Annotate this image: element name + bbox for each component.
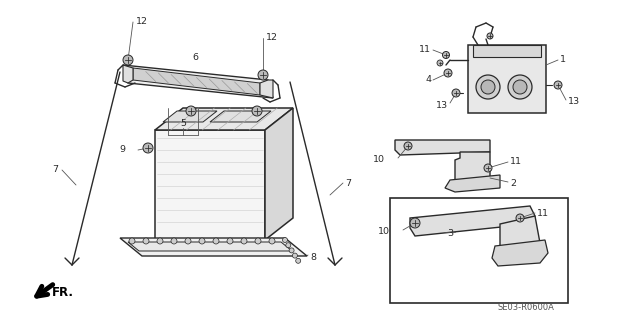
Circle shape bbox=[289, 248, 294, 253]
Circle shape bbox=[452, 89, 460, 97]
Circle shape bbox=[554, 81, 562, 89]
Circle shape bbox=[442, 51, 449, 58]
Polygon shape bbox=[473, 45, 541, 57]
Polygon shape bbox=[260, 80, 273, 98]
Text: 11: 11 bbox=[510, 157, 522, 166]
Circle shape bbox=[258, 70, 268, 80]
Polygon shape bbox=[155, 130, 265, 240]
Polygon shape bbox=[445, 175, 500, 192]
Text: 11: 11 bbox=[537, 209, 549, 218]
Text: 9: 9 bbox=[119, 145, 125, 154]
Circle shape bbox=[185, 238, 191, 244]
Circle shape bbox=[255, 238, 261, 244]
Text: 8: 8 bbox=[310, 253, 316, 262]
Polygon shape bbox=[123, 65, 273, 98]
Circle shape bbox=[444, 69, 452, 77]
Circle shape bbox=[292, 253, 298, 258]
Text: 12: 12 bbox=[136, 18, 148, 26]
Polygon shape bbox=[210, 111, 271, 122]
Text: 10: 10 bbox=[373, 155, 385, 165]
Circle shape bbox=[199, 238, 205, 244]
Circle shape bbox=[404, 142, 412, 150]
Text: 12: 12 bbox=[266, 33, 278, 42]
Polygon shape bbox=[265, 108, 293, 240]
Text: 5: 5 bbox=[180, 118, 186, 128]
Text: 13: 13 bbox=[568, 98, 580, 107]
Circle shape bbox=[143, 143, 153, 153]
Text: 1: 1 bbox=[560, 56, 566, 64]
Text: 2: 2 bbox=[510, 179, 516, 188]
Circle shape bbox=[171, 238, 177, 244]
Circle shape bbox=[476, 75, 500, 99]
Circle shape bbox=[410, 218, 420, 228]
Circle shape bbox=[252, 106, 262, 116]
Polygon shape bbox=[133, 68, 260, 95]
Text: 7: 7 bbox=[345, 179, 351, 188]
Polygon shape bbox=[163, 111, 217, 122]
Text: 10: 10 bbox=[378, 227, 390, 236]
Text: FR.: FR. bbox=[52, 286, 74, 299]
Text: 6: 6 bbox=[192, 53, 198, 62]
Polygon shape bbox=[500, 216, 540, 256]
Circle shape bbox=[143, 238, 149, 244]
Circle shape bbox=[282, 238, 287, 242]
Text: 7: 7 bbox=[52, 166, 58, 174]
Circle shape bbox=[157, 238, 163, 244]
Polygon shape bbox=[128, 242, 292, 251]
Polygon shape bbox=[492, 240, 548, 266]
Circle shape bbox=[241, 238, 247, 244]
Text: 4: 4 bbox=[425, 76, 431, 85]
Polygon shape bbox=[155, 108, 293, 130]
Polygon shape bbox=[468, 45, 546, 113]
Polygon shape bbox=[410, 206, 535, 236]
Circle shape bbox=[129, 238, 135, 244]
Polygon shape bbox=[123, 65, 133, 83]
Text: 13: 13 bbox=[436, 100, 448, 109]
Circle shape bbox=[487, 33, 493, 39]
Polygon shape bbox=[455, 152, 490, 185]
Circle shape bbox=[213, 238, 219, 244]
Circle shape bbox=[516, 214, 524, 222]
Text: SE03-R0600A: SE03-R0600A bbox=[497, 303, 554, 313]
Circle shape bbox=[484, 164, 492, 172]
Text: 3: 3 bbox=[447, 229, 453, 239]
Polygon shape bbox=[120, 238, 307, 256]
Circle shape bbox=[481, 80, 495, 94]
Circle shape bbox=[286, 243, 291, 248]
Circle shape bbox=[437, 60, 443, 66]
Circle shape bbox=[186, 106, 196, 116]
Circle shape bbox=[508, 75, 532, 99]
Circle shape bbox=[269, 238, 275, 244]
Circle shape bbox=[227, 238, 233, 244]
Polygon shape bbox=[395, 140, 490, 155]
Circle shape bbox=[296, 258, 301, 263]
Circle shape bbox=[123, 55, 133, 65]
Text: 11: 11 bbox=[419, 46, 431, 55]
Circle shape bbox=[513, 80, 527, 94]
